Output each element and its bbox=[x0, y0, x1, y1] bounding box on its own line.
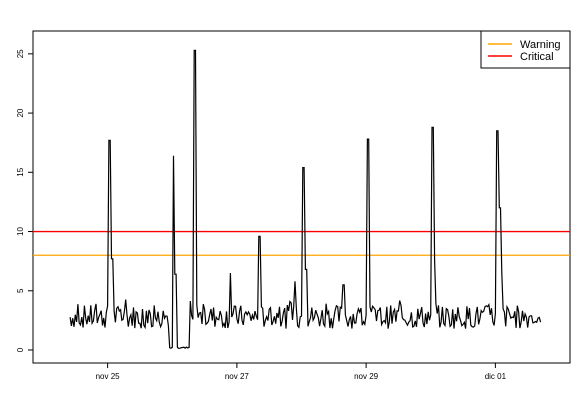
x-tick-label: nov 25 bbox=[96, 372, 121, 381]
x-tick-label: dic 01 bbox=[485, 372, 507, 381]
legend-box bbox=[480, 30, 571, 69]
y-tick-label: 25 bbox=[16, 49, 25, 58]
y-tick-label: 5 bbox=[16, 288, 25, 293]
y-axis: 0 5 10 15 20 25 bbox=[16, 49, 33, 352]
x-tick-label: nov 29 bbox=[354, 372, 379, 381]
x-axis: nov 25 nov 27 nov 29 dic 01 bbox=[96, 363, 507, 381]
y-tick-label: 20 bbox=[16, 108, 25, 117]
legend-critical-label: Critical bbox=[520, 51, 554, 63]
series-line bbox=[69, 49, 542, 350]
legend-warning-label: Warning bbox=[520, 39, 561, 51]
plot-frame bbox=[32, 30, 571, 364]
x-tick-label: nov 27 bbox=[225, 372, 250, 381]
y-tick-label: 0 bbox=[16, 347, 25, 352]
y-tick-label: 10 bbox=[16, 227, 25, 236]
y-tick-label: 15 bbox=[16, 167, 25, 176]
legend: Warning Critical bbox=[480, 30, 571, 69]
